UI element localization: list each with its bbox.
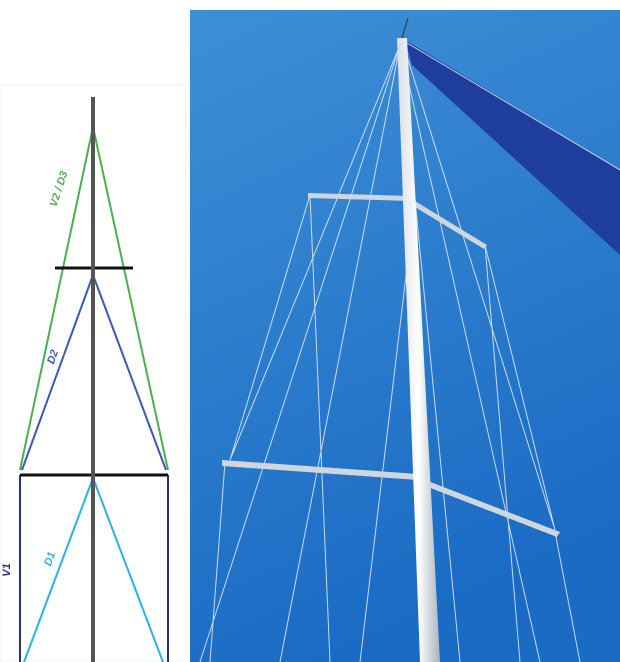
label: V1: [1, 563, 13, 576]
mast-photo: [190, 10, 620, 662]
rig-diagram: V2 / D3 D2 D1 V1: [0, 85, 186, 662]
page: V2 / D3 D2 D1 V1 (() => { const data = J…: [0, 0, 620, 662]
figure: V2 / D3 D2 D1 V1: [0, 0, 620, 662]
